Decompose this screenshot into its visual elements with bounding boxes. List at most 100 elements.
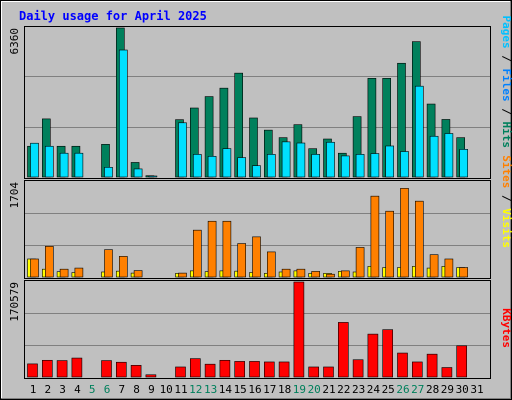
x-tick-label: 27 <box>411 383 424 396</box>
panel-max-label: 1704 <box>8 182 21 209</box>
x-tick-label: 22 <box>337 383 350 396</box>
bar-kbytes-day-20 <box>308 366 320 378</box>
panel-max-label: 170579 <box>8 282 21 322</box>
legend-entry: / <box>500 49 512 69</box>
bar-kbytes-day-18 <box>278 361 290 378</box>
x-tick-label: 11 <box>174 383 187 396</box>
bar-pages-day-15 <box>237 157 246 178</box>
bar-pages-day-6 <box>104 167 113 178</box>
bar-pages-day-23 <box>355 154 365 178</box>
bar-sites-day-11 <box>178 272 187 278</box>
bar-kbytes-day-2 <box>41 359 53 378</box>
bar-kbytes-day-19 <box>293 281 305 378</box>
bar-sites-day-28 <box>429 254 439 278</box>
bar-sites-day-14 <box>222 220 232 278</box>
bar-kbytes-day-25 <box>382 329 394 378</box>
bar-pages-day-2 <box>44 145 54 178</box>
bar-kbytes-day-21 <box>323 366 334 378</box>
bar-pages-day-11 <box>178 122 187 178</box>
bar-sites-day-7 <box>119 256 128 278</box>
bar-kbytes-day-22 <box>337 322 349 378</box>
bar-kbytes-day-8 <box>130 364 142 378</box>
bar-sites-day-20 <box>311 271 321 278</box>
bar-kbytes-day-23 <box>352 359 364 378</box>
x-tick-label: 12 <box>189 383 202 396</box>
bar-sites-day-3 <box>59 268 69 278</box>
x-tick-label: 30 <box>456 383 469 396</box>
bar-sites-day-16 <box>252 236 261 278</box>
bar-sites-day-27 <box>414 200 424 278</box>
bar-kbytes-day-13 <box>204 363 216 378</box>
bar-pages-day-4 <box>74 152 84 178</box>
x-axis: 1 2 3 4 5 6 7 8 9 10 11 12 13 14 15 16 17 18 19 20 21 22 23 24 2… <box>30 383 484 396</box>
x-tick-label: 29 <box>441 383 454 396</box>
bar-pages-day-3 <box>59 152 69 178</box>
x-tick-label: 18 <box>278 383 291 396</box>
bar-pages-day-9 <box>148 175 158 178</box>
bar-pages-day-25 <box>385 145 395 178</box>
bar-kbytes-day-12 <box>190 358 201 378</box>
legend-entry: Visits <box>500 208 512 248</box>
x-tick-label: 17 <box>263 383 276 396</box>
bar-sites-day-2 <box>44 246 54 278</box>
legend-entry: Sites <box>500 155 512 188</box>
bar-pages-day-29 <box>444 133 454 178</box>
legend-entry: Files <box>500 69 512 102</box>
chart-panels: 6360 Pages / Files / Hits 1704 Sites / Visi… <box>8 16 512 379</box>
x-tick-label: 1 <box>30 383 37 396</box>
x-tick-label: 8 <box>133 383 140 396</box>
legend-entry: / <box>500 102 512 122</box>
x-tick-label: 31 <box>470 383 483 396</box>
legend-entry: Hits <box>500 122 512 149</box>
bar-sites-day-1 <box>30 258 39 278</box>
x-tick-label: 21 <box>322 383 335 396</box>
bar-sites-day-29 <box>444 258 454 278</box>
x-tick-label: 20 <box>308 383 321 396</box>
bar-kbytes-day-14 <box>219 359 231 378</box>
x-tick-label: 7 <box>118 383 125 396</box>
bar-sites-day-23 <box>355 247 365 278</box>
bar-sites-day-4 <box>74 267 84 278</box>
panel-legend: KBytes <box>500 308 512 348</box>
x-tick-label: 16 <box>248 383 261 396</box>
bar-sites-day-17 <box>266 251 276 278</box>
bar-sites-day-26 <box>400 188 409 278</box>
x-tick-label: 24 <box>367 383 381 396</box>
bar-kbytes-day-4 <box>71 357 83 378</box>
bar-kbytes-day-30 <box>456 345 468 378</box>
bar-pages-day-28 <box>429 135 439 178</box>
bar-pages-day-14 <box>222 148 232 178</box>
x-tick-label: 28 <box>426 383 439 396</box>
bar-sites-day-21 <box>326 273 335 278</box>
bar-pages-day-1 <box>30 142 39 178</box>
bar-pages-day-20 <box>311 154 321 178</box>
bar-kbytes-day-24 <box>367 333 379 378</box>
panel-visits-sites: 1704 Sites / Visits <box>8 155 512 279</box>
panel-max-label: 6360 <box>8 28 21 55</box>
bar-sites-day-19 <box>296 268 306 278</box>
x-tick-label: 15 <box>234 383 247 396</box>
x-tick-label: 25 <box>382 383 395 396</box>
bar-pages-day-12 <box>193 154 202 178</box>
legend-entry: Pages <box>500 16 512 49</box>
bar-sites-day-6 <box>104 249 113 278</box>
legend-entry: / <box>500 188 512 208</box>
bar-pages-day-8 <box>133 168 143 178</box>
bar-kbytes-day-6 <box>101 360 112 378</box>
bar-sites-day-13 <box>207 220 217 278</box>
bar-kbytes-day-17 <box>263 361 275 378</box>
bar-sites-day-30 <box>459 267 469 278</box>
x-tick-label: 14 <box>219 383 233 396</box>
bar-pages-day-30 <box>459 149 469 178</box>
bar-pages-day-13 <box>207 156 217 178</box>
legend-entry: KBytes <box>500 308 512 348</box>
x-tick-label: 19 <box>293 383 306 396</box>
bar-sites-day-15 <box>237 243 246 278</box>
x-tick-label: 9 <box>148 383 155 396</box>
x-tick-label: 26 <box>396 383 409 396</box>
bar-pages-day-24 <box>370 153 380 178</box>
bar-pages-day-22 <box>340 155 350 178</box>
bar-sites-day-24 <box>370 195 380 278</box>
